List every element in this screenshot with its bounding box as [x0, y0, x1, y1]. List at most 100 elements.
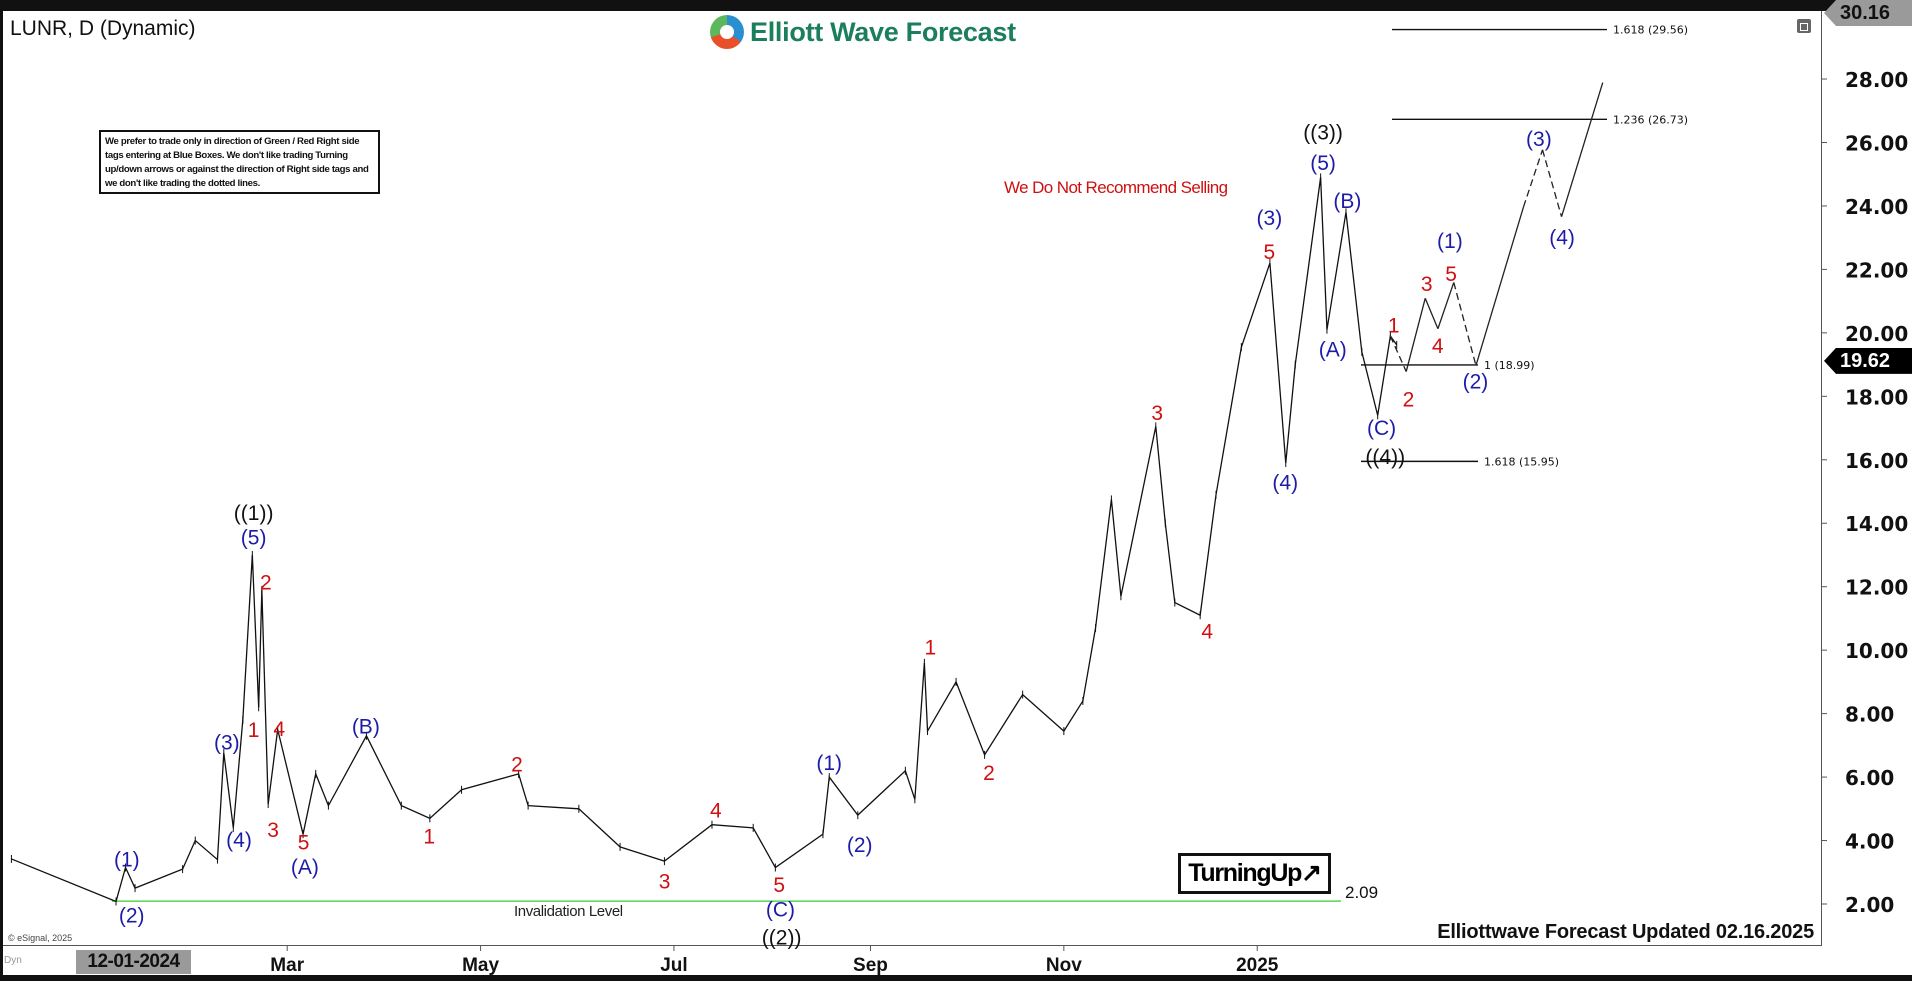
y-tick-label: 16.00 [1845, 449, 1908, 473]
copyright-text: © eSignal, 2025 [8, 933, 73, 943]
y-tick-label: 10.00 [1845, 639, 1908, 663]
wave-label-red: 5 [1445, 263, 1457, 286]
forecast-segment [1560, 82, 1604, 217]
x-tick-label: Mar [270, 955, 304, 976]
wave-label-blue: (C) [766, 898, 795, 921]
wave-label-red: 4 [273, 718, 285, 741]
wave-label-red: 5 [1264, 241, 1276, 264]
window-bottom-bar [0, 975, 1912, 981]
wave-label-red: 2 [260, 572, 272, 595]
wave-label-blue: (1) [1437, 230, 1463, 253]
forecast-segment [1389, 335, 1407, 372]
y-tick-label: 12.00 [1845, 576, 1908, 600]
y-tick-label: 20.00 [1845, 322, 1908, 346]
x-tick-label: May [462, 955, 499, 976]
updated-text: Elliottwave Forecast Updated 02.16.2025 [1437, 921, 1814, 943]
wave-label-blue: (A) [1319, 339, 1347, 362]
fib-label: 1.618 (15.95) [1484, 455, 1559, 468]
window-left-border [0, 0, 3, 981]
wave-label-blue: (C) [1367, 417, 1396, 440]
high-price-tag: 30.16 [1824, 0, 1912, 26]
wave-label-red: 4 [710, 800, 722, 823]
fib-label: 1.236 (26.73) [1613, 113, 1688, 126]
y-tick-label: 8.00 [1845, 703, 1894, 727]
y-tick-label: 6.00 [1845, 766, 1894, 790]
x-tick-label: Nov [1046, 955, 1082, 976]
forecast-segment [1424, 298, 1439, 329]
wave-label-red: 5 [298, 831, 310, 854]
wave-label-blue: (3) [1526, 128, 1552, 151]
forecast-segment [1475, 206, 1525, 366]
wave-label-blue: (4) [226, 829, 252, 852]
wave-label-blue: (2) [1463, 370, 1489, 393]
wave-label-red: 3 [1151, 402, 1163, 425]
wave-labels: ((1)) ((2)) ((3)) ((4)) (1) (2) (3) (4) (5) (A) (B… [114, 122, 1575, 950]
dyn-icon[interactable]: Dyn [4, 955, 22, 966]
y-tick-label: 4.00 [1845, 830, 1894, 854]
wave-label-red: 5 [773, 874, 785, 897]
fib-levels: 1.618 (29.56) 1.236 (26.73) 1 (18.99) 1.618… [1361, 24, 1688, 468]
wave-label-blue: (5) [1310, 152, 1336, 175]
y-tick-label: 28.00 [1845, 68, 1908, 92]
wave-label-blue: (1) [816, 752, 842, 775]
fib-label: 1 (18.99) [1484, 359, 1535, 372]
logo-text: Elliott Wave Forecast [750, 16, 1016, 47]
wave-label-blue: (2) [119, 905, 145, 928]
y-tick-label: 14.00 [1845, 512, 1908, 536]
forecast-segment [1437, 282, 1455, 329]
logo-swirl-icon [710, 15, 744, 49]
y-tick-label: 2.00 [1845, 893, 1894, 917]
turning-up-tag: TurningUp↗ [1178, 853, 1331, 894]
y-tick-label: 22.00 [1845, 258, 1908, 282]
wave-label-black: ((2)) [762, 926, 802, 949]
wave-label-blue: (5) [241, 527, 267, 550]
window-top-bar [0, 0, 1912, 11]
wave-label-blue: (B) [1333, 190, 1361, 213]
wave-label-blue: (3) [214, 731, 240, 754]
wave-label-red: 1 [925, 636, 937, 659]
current-price-tag: 19.62 [1824, 347, 1912, 374]
forecast-path [1389, 82, 1604, 372]
wave-label-red: 2 [983, 762, 995, 785]
forecast-segment [1522, 149, 1544, 208]
invalidation-label: Invalidation Level [514, 903, 623, 920]
brand-logo: Elliott Wave Forecast [710, 13, 1016, 51]
y-tick-label: 18.00 [1845, 385, 1908, 409]
y-axis: 2.00 4.00 6.00 8.00 10.00 12.00 14.00 16.00 18.0… [1822, 68, 1908, 917]
invalidation-value: 2.09 [1345, 883, 1379, 902]
wave-label-red: 1 [423, 825, 435, 848]
wave-label-red: 3 [267, 819, 279, 842]
wave-label-blue: (4) [1272, 472, 1298, 495]
y-tick-label: 26.00 [1845, 131, 1908, 155]
wave-label-blue: (A) [291, 856, 319, 879]
wave-label-red: 1 [248, 719, 260, 742]
wave-label-red: 2 [1403, 389, 1415, 412]
fib-label: 1.618 (29.56) [1613, 24, 1688, 37]
wave-label-red: 1 [1388, 314, 1400, 337]
wave-label-blue: (1) [114, 848, 140, 871]
wave-label-red: 3 [659, 870, 671, 893]
wave-label-red: 4 [1432, 335, 1444, 358]
wave-label-black: ((4)) [1365, 446, 1405, 469]
wave-label-blue: (4) [1549, 227, 1575, 250]
x-axis: Mar May Jul Sep Nov 2025 [270, 946, 1279, 976]
restore-window-icon[interactable] [1797, 19, 1811, 33]
price-series [10, 173, 1398, 906]
forecast-segment [1405, 298, 1426, 372]
wave-label-red: 3 [1421, 273, 1433, 296]
wave-label-red: 2 [511, 753, 523, 776]
cursor-date-label: 12-01-2024 [76, 950, 191, 974]
plot-area [3, 11, 1822, 946]
x-tick-label: Jul [660, 955, 687, 976]
wave-label-red: 4 [1201, 620, 1213, 643]
wave-label-blue: (2) [847, 834, 873, 857]
forecast-segment [1453, 282, 1477, 366]
x-tick-label: 2025 [1236, 955, 1279, 976]
symbol-title: LUNR, D (Dynamic) [10, 17, 196, 40]
price-line [11, 177, 1398, 903]
wave-label-black: ((3)) [1303, 122, 1343, 145]
x-tick-label: Sep [853, 955, 888, 976]
trading-note-box: We prefer to trade only in direction of … [99, 130, 380, 194]
y-tick-label: 24.00 [1845, 195, 1908, 219]
